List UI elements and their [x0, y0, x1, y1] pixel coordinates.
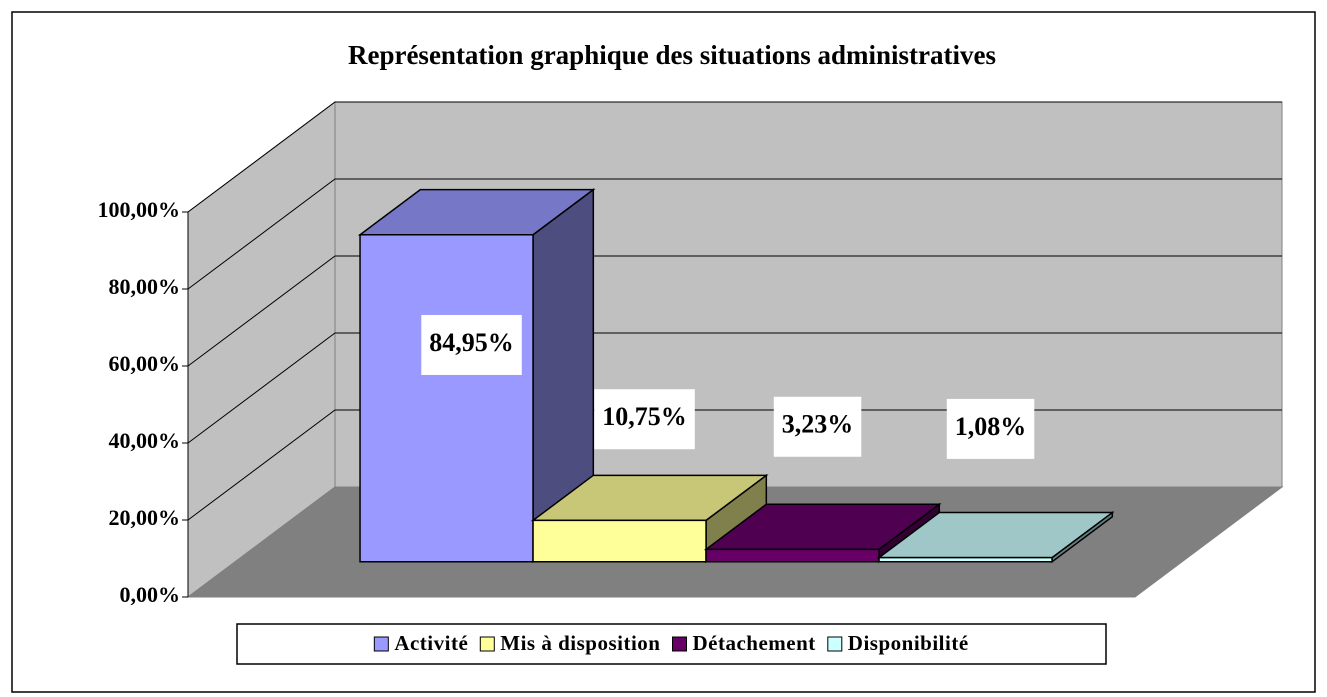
grid-line: [187, 332, 1282, 444]
legend-label: Disponibilité: [848, 631, 969, 655]
chart-title: Représentation graphique des situations …: [348, 40, 996, 70]
legend-swatch: [479, 636, 495, 652]
y-tick-label: 40,00%: [109, 428, 181, 453]
grid-line: [187, 178, 1282, 290]
bar: [532, 519, 707, 563]
bar: [359, 233, 534, 563]
bar: [705, 548, 880, 563]
legend-label: Détachement: [693, 631, 816, 655]
grid-line: [187, 255, 1282, 367]
legend-swatch: [672, 636, 688, 652]
data-label-box: [946, 398, 1035, 459]
y-tick-label: 60,00%: [109, 351, 181, 376]
legend-swatch: [827, 636, 843, 652]
data-label: 3,23%: [782, 410, 854, 439]
legend-swatch: [373, 636, 389, 652]
data-label: 84,95%: [429, 328, 514, 357]
legend: [236, 623, 1107, 665]
y-tick-label: 80,00%: [109, 274, 181, 299]
legend-label: Mis à disposition: [500, 631, 660, 655]
data-label-box: [773, 396, 862, 457]
data-label: 10,75%: [602, 402, 687, 431]
data-label-box: [421, 314, 522, 375]
y-tick-label: 20,00%: [109, 505, 181, 530]
legend-label: Activité: [394, 631, 468, 655]
data-label: 1,08%: [955, 412, 1027, 441]
grid-line: [187, 101, 1282, 213]
data-label-box: [594, 389, 695, 450]
y-tick-label: 100,00%: [98, 197, 181, 222]
y-tick-label: 0,00%: [120, 582, 181, 607]
bar: [878, 556, 1053, 563]
